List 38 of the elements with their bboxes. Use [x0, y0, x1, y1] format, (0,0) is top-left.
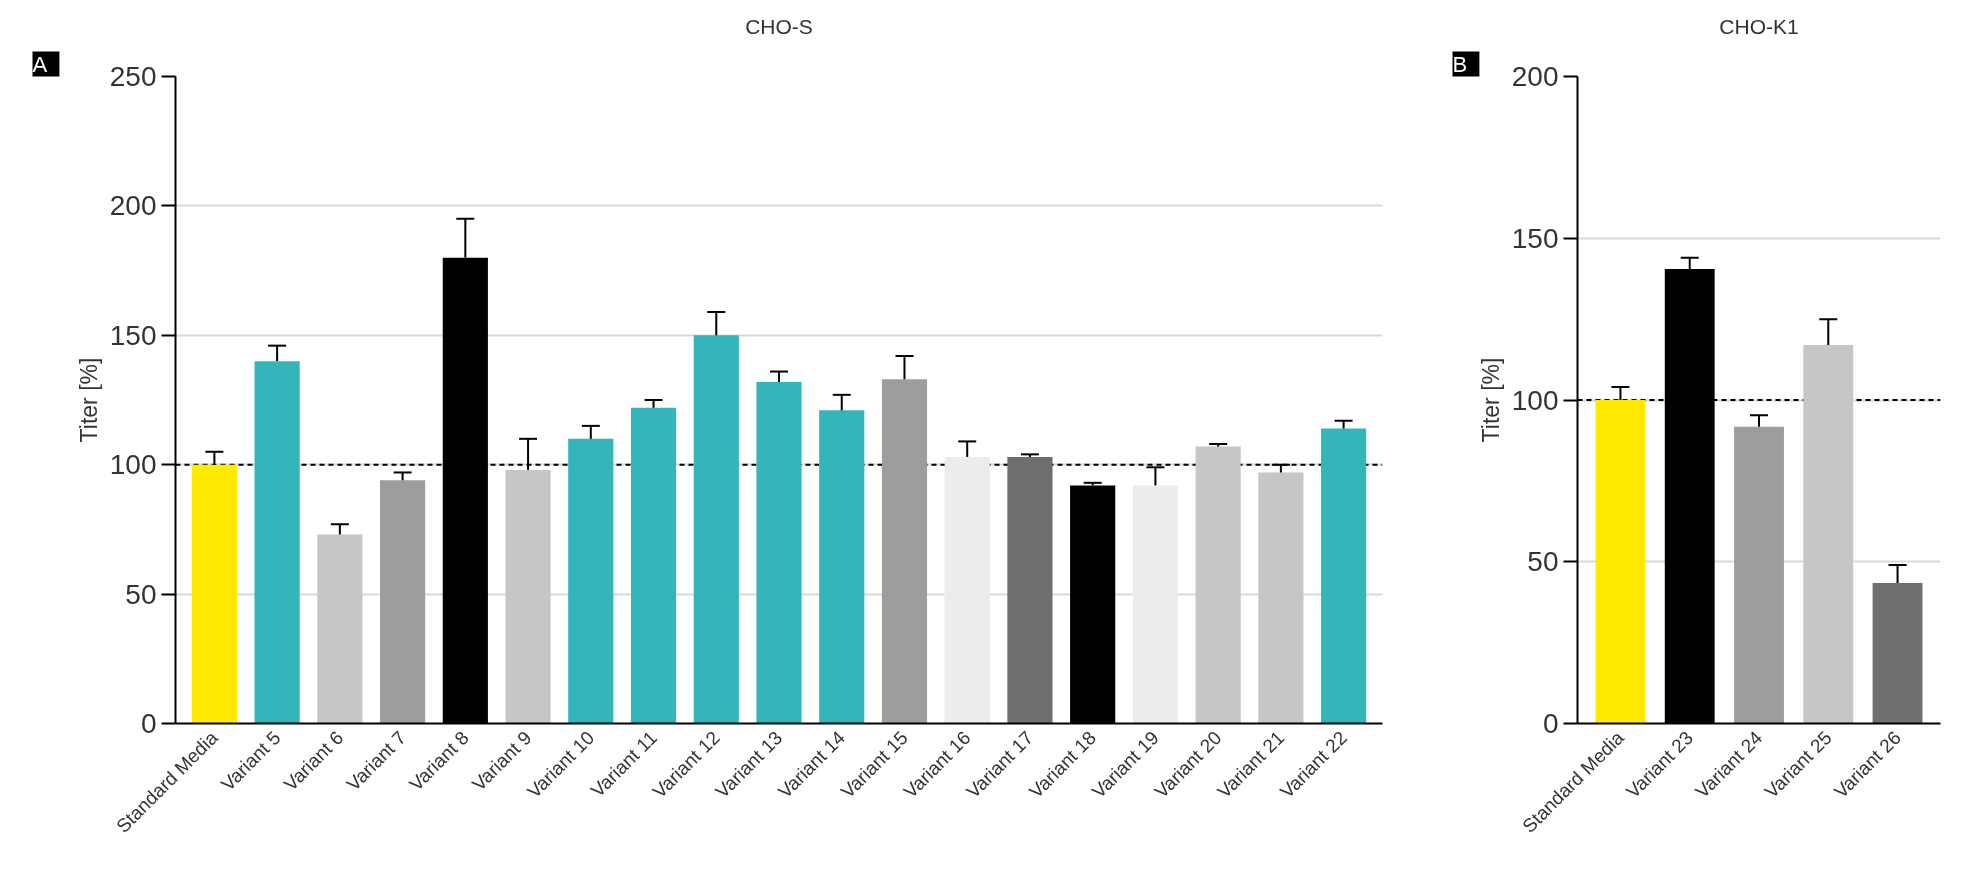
bar	[317, 534, 363, 724]
bar	[1872, 583, 1923, 724]
bar	[568, 438, 614, 724]
bar	[1803, 345, 1854, 724]
chart-title: CHO-K1	[1719, 14, 1799, 38]
y-tick-label: 0	[140, 708, 157, 739]
bar	[944, 456, 990, 724]
bar	[756, 381, 802, 724]
y-tick-label: 200	[109, 190, 157, 222]
bar	[1195, 446, 1241, 724]
y-tick-label: 50	[1527, 546, 1559, 578]
y-tick-label: 250	[109, 61, 157, 92]
y-tick-label: 150	[1511, 222, 1559, 254]
text: A	[32, 51, 48, 77]
bar	[1132, 485, 1178, 724]
bar	[819, 410, 865, 724]
bar	[1007, 456, 1053, 724]
text: B	[1452, 51, 1468, 77]
y-axis-title: Titer [%]	[1477, 357, 1504, 443]
bar	[1734, 426, 1784, 724]
chart-title: CHO-S	[745, 14, 813, 38]
bar	[1321, 428, 1367, 724]
bar	[191, 464, 237, 724]
bar	[254, 361, 300, 724]
bar	[505, 469, 551, 724]
y-tick-label: 0	[1542, 708, 1559, 739]
bar	[1258, 472, 1304, 724]
bar	[630, 407, 677, 724]
bar	[881, 379, 928, 724]
y-tick-label: 200	[1511, 61, 1559, 92]
bar	[693, 335, 739, 724]
bar	[1595, 400, 1646, 724]
y-axis-title: Titer [%]	[75, 357, 102, 443]
y-tick-label: 100	[1511, 384, 1559, 416]
bar	[380, 480, 426, 724]
y-tick-label: 50	[125, 578, 157, 610]
y-tick-label: 150	[109, 319, 157, 351]
y-tick-label: 100	[109, 449, 157, 481]
